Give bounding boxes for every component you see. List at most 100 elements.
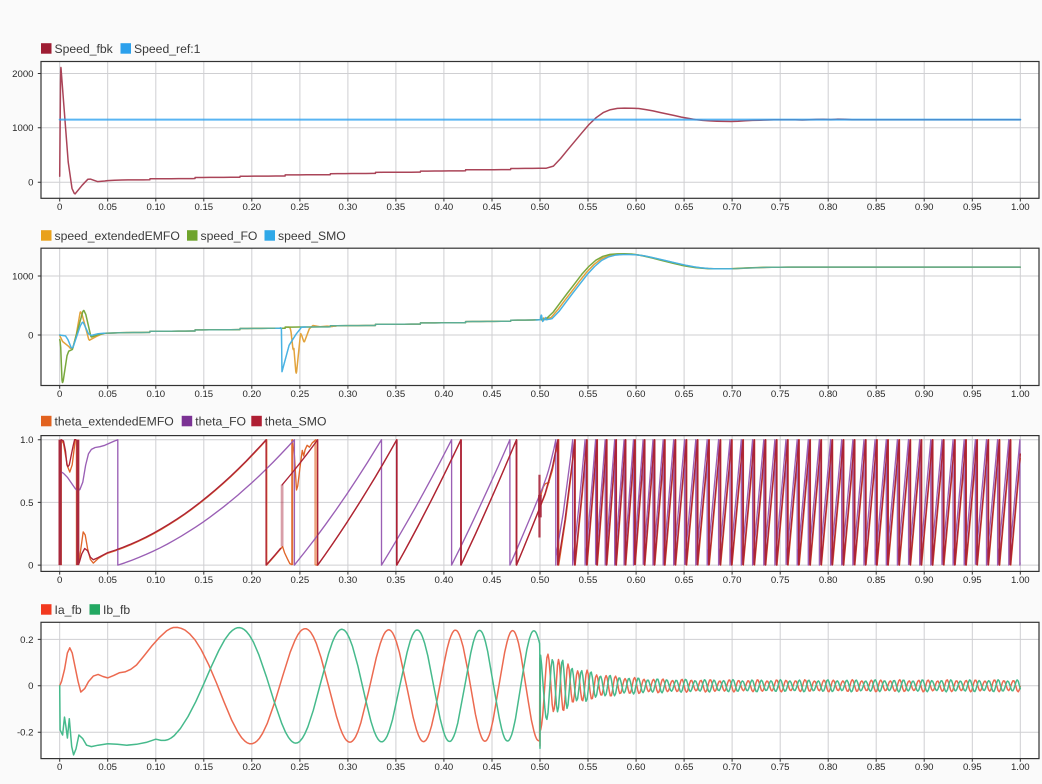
svg-text:0.70: 0.70 <box>723 202 742 213</box>
svg-text:0.95: 0.95 <box>963 202 982 213</box>
svg-text:0.95: 0.95 <box>963 389 982 400</box>
svg-text:0.25: 0.25 <box>291 389 310 400</box>
svg-text:0.80: 0.80 <box>819 202 838 213</box>
svg-text:0.65: 0.65 <box>675 389 694 400</box>
svg-text:0.20: 0.20 <box>242 575 261 586</box>
svg-text:theta_FO: theta_FO <box>195 414 246 428</box>
svg-text:0.05: 0.05 <box>98 202 117 213</box>
svg-text:0: 0 <box>57 389 62 400</box>
svg-text:0.50: 0.50 <box>531 202 550 213</box>
svg-text:0.70: 0.70 <box>723 389 742 400</box>
svg-text:1.00: 1.00 <box>1011 389 1030 400</box>
svg-text:0.60: 0.60 <box>627 762 646 773</box>
svg-text:2000: 2000 <box>12 69 33 80</box>
svg-text:0.5: 0.5 <box>20 498 33 509</box>
svg-text:1.00: 1.00 <box>1011 575 1030 586</box>
svg-text:0.65: 0.65 <box>675 762 694 773</box>
svg-text:0.50: 0.50 <box>531 575 550 586</box>
svg-text:0.20: 0.20 <box>242 389 261 400</box>
svg-text:Speed_ref:1: Speed_ref:1 <box>134 42 201 56</box>
svg-text:0.60: 0.60 <box>627 575 646 586</box>
svg-text:Speed_fbk: Speed_fbk <box>55 42 114 56</box>
svg-text:0.10: 0.10 <box>146 762 165 773</box>
svg-text:0.80: 0.80 <box>819 389 838 400</box>
svg-text:0.20: 0.20 <box>242 762 261 773</box>
svg-text:0.85: 0.85 <box>867 389 886 400</box>
svg-text:0.55: 0.55 <box>579 575 598 586</box>
svg-text:0.95: 0.95 <box>963 575 982 586</box>
svg-text:0.55: 0.55 <box>579 389 598 400</box>
svg-text:0.30: 0.30 <box>339 202 358 213</box>
svg-text:0.35: 0.35 <box>387 202 406 213</box>
svg-text:0.30: 0.30 <box>339 762 358 773</box>
svg-text:0.15: 0.15 <box>194 202 213 213</box>
svg-text:0.65: 0.65 <box>675 575 694 586</box>
svg-text:0.80: 0.80 <box>819 762 838 773</box>
svg-text:0.60: 0.60 <box>627 389 646 400</box>
svg-text:0.45: 0.45 <box>483 762 502 773</box>
svg-text:0.50: 0.50 <box>531 389 550 400</box>
svg-text:0.05: 0.05 <box>98 389 117 400</box>
svg-text:0.90: 0.90 <box>915 575 934 586</box>
svg-text:0.95: 0.95 <box>963 762 982 773</box>
svg-text:1.0: 1.0 <box>20 435 33 446</box>
svg-text:0.45: 0.45 <box>483 575 502 586</box>
svg-text:theta_extendedEMFO: theta_extendedEMFO <box>55 414 174 428</box>
svg-text:0.30: 0.30 <box>339 389 358 400</box>
svg-text:0.40: 0.40 <box>435 202 454 213</box>
svg-text:0.15: 0.15 <box>194 575 213 586</box>
svg-text:0.90: 0.90 <box>915 202 934 213</box>
svg-text:0.80: 0.80 <box>819 575 838 586</box>
svg-text:speed_SMO: speed_SMO <box>278 229 346 243</box>
svg-text:0.55: 0.55 <box>579 202 598 213</box>
svg-text:0.50: 0.50 <box>531 762 550 773</box>
svg-text:0.2: 0.2 <box>20 635 33 646</box>
svg-text:1.00: 1.00 <box>1011 202 1030 213</box>
svg-text:Ib_fb: Ib_fb <box>103 603 130 617</box>
svg-text:0.10: 0.10 <box>146 389 165 400</box>
svg-text:0.10: 0.10 <box>146 202 165 213</box>
svg-text:0.45: 0.45 <box>483 202 502 213</box>
svg-text:0.20: 0.20 <box>242 202 261 213</box>
svg-text:0.40: 0.40 <box>435 389 454 400</box>
svg-text:0: 0 <box>28 330 33 341</box>
svg-text:speed_FO: speed_FO <box>201 229 258 243</box>
svg-text:0.70: 0.70 <box>723 575 742 586</box>
svg-text:Ia_fb: Ia_fb <box>55 603 82 617</box>
svg-text:0.55: 0.55 <box>579 762 598 773</box>
svg-text:0.90: 0.90 <box>915 389 934 400</box>
svg-text:0.15: 0.15 <box>194 762 213 773</box>
svg-text:0.35: 0.35 <box>387 389 406 400</box>
svg-text:0: 0 <box>57 202 62 213</box>
svg-text:0: 0 <box>28 561 33 572</box>
svg-text:1.00: 1.00 <box>1011 762 1030 773</box>
svg-text:0.90: 0.90 <box>915 762 934 773</box>
svg-text:0.75: 0.75 <box>771 202 790 213</box>
svg-text:0.40: 0.40 <box>435 575 454 586</box>
svg-text:1000: 1000 <box>12 271 33 282</box>
svg-text:speed_extendedEMFO: speed_extendedEMFO <box>55 229 180 243</box>
svg-text:0: 0 <box>57 762 62 773</box>
svg-text:0: 0 <box>28 681 33 692</box>
svg-text:0.60: 0.60 <box>627 202 646 213</box>
svg-text:0.30: 0.30 <box>339 575 358 586</box>
svg-text:0.75: 0.75 <box>771 575 790 586</box>
svg-text:0.65: 0.65 <box>675 202 694 213</box>
svg-text:0.40: 0.40 <box>435 762 454 773</box>
svg-text:0.15: 0.15 <box>194 389 213 400</box>
svg-text:0.70: 0.70 <box>723 762 742 773</box>
svg-text:0.85: 0.85 <box>867 575 886 586</box>
svg-text:0.45: 0.45 <box>483 389 502 400</box>
svg-text:0.05: 0.05 <box>98 575 117 586</box>
svg-text:0.75: 0.75 <box>771 389 790 400</box>
svg-text:0.10: 0.10 <box>146 575 165 586</box>
svg-text:0.75: 0.75 <box>771 762 790 773</box>
svg-text:0.25: 0.25 <box>291 202 310 213</box>
svg-text:1000: 1000 <box>12 123 33 134</box>
svg-text:0.35: 0.35 <box>387 575 406 586</box>
svg-text:0.25: 0.25 <box>291 762 310 773</box>
svg-text:0.25: 0.25 <box>291 575 310 586</box>
svg-text:theta_SMO: theta_SMO <box>265 414 327 428</box>
svg-text:0.85: 0.85 <box>867 762 886 773</box>
svg-text:0: 0 <box>57 575 62 586</box>
